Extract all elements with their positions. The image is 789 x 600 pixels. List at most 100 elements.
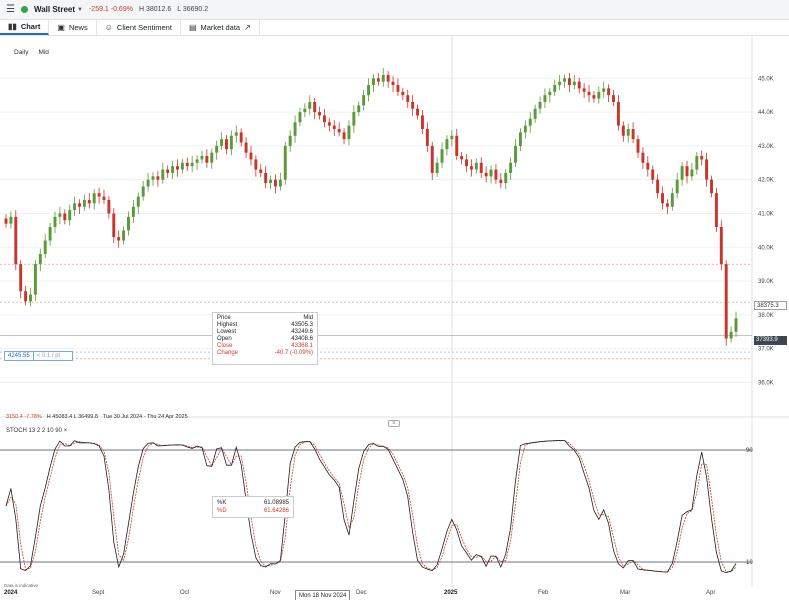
- candle-body: [612, 95, 615, 102]
- menu-icon[interactable]: ☰: [6, 4, 15, 15]
- summary-range: Tue 30 Jul 2024 - Thu 24 Apr 2025: [102, 414, 188, 420]
- chart-area[interactable]: 90 10 45.0K 44.0K 43.0K 42.0K 41.0K 40.0K 39.0K…: [0, 36, 789, 587]
- candle-body: [734, 318, 738, 332]
- candle-body: [592, 95, 596, 99]
- candle-body: [78, 203, 81, 207]
- candle-body: [225, 139, 228, 150]
- candle-body: [700, 156, 704, 160]
- candle-body: [283, 145, 287, 180]
- candle-body: [92, 193, 96, 204]
- candle-body: [494, 169, 498, 180]
- date-label-2024: 2024: [4, 590, 18, 596]
- tab-chart[interactable]: ▮▮ Chart: [0, 20, 50, 35]
- candle-body: [450, 135, 454, 140]
- candle-body: [102, 196, 106, 200]
- market-status-icon: [20, 6, 28, 13]
- candle-body: [352, 112, 356, 126]
- candle-body: [298, 112, 302, 123]
- candle-body: [4, 218, 8, 224]
- candle-body: [484, 172, 488, 177]
- candle-body: [376, 78, 380, 82]
- candle-body: [381, 74, 385, 82]
- candle-body: [234, 132, 238, 136]
- candle-body: [705, 159, 709, 180]
- candle-body: [396, 85, 400, 92]
- summary-change: 3150.4 -7.78%: [6, 414, 42, 420]
- candle-body: [401, 91, 405, 96]
- current-price-tag: 37393.9: [754, 336, 787, 345]
- candle-body: [391, 81, 395, 86]
- timeframe-daily[interactable]: Daily: [14, 49, 29, 56]
- candle-body: [582, 88, 586, 92]
- candle-body: [621, 125, 625, 136]
- candle-body: [205, 156, 209, 163]
- ohlc-highest-value: 43505.3: [291, 322, 313, 328]
- panel-resize-handle[interactable]: ≡: [388, 420, 400, 427]
- market-selector[interactable]: Wall Street: [33, 5, 76, 14]
- candle-body: [719, 227, 723, 265]
- candle-body: [171, 166, 175, 173]
- candle-body: [195, 159, 199, 163]
- candle-body: [244, 142, 248, 153]
- candle-body: [73, 203, 77, 211]
- candle-body: [87, 199, 91, 204]
- tab-market-data[interactable]: ▤ Market data ↗: [181, 20, 260, 35]
- candle-body: [273, 179, 277, 187]
- date-label-sept: Sept: [92, 590, 105, 596]
- ohlc-close-label: Close: [217, 343, 233, 349]
- candle-body: [117, 237, 121, 241]
- stoch-k-value: 61.08985: [263, 500, 289, 506]
- ohlc-price-label: Price: [217, 315, 231, 321]
- candle-body: [577, 81, 581, 89]
- price-axis-label: 38.0K: [758, 313, 774, 319]
- candle-body: [563, 78, 566, 82]
- price-type-mid[interactable]: Mid: [38, 49, 49, 56]
- stoch-k-label: %K: [217, 500, 227, 506]
- candle-body: [38, 254, 42, 265]
- candle-body: [220, 139, 224, 146]
- stoch-indicator-label[interactable]: STOCH 13 2 2 10 90 ×: [6, 428, 68, 434]
- candle-body: [146, 179, 150, 187]
- candle-body: [435, 162, 439, 173]
- tab-client-sentiment-label: Client Sentiment: [116, 23, 172, 32]
- date-hover-label: Mon 18 Nov 2024: [295, 590, 351, 600]
- tab-news-label: News: [68, 23, 88, 32]
- ohlc-price-value: Mid: [303, 315, 313, 321]
- tab-news[interactable]: ▣ News: [49, 20, 97, 35]
- candle-body: [254, 159, 258, 170]
- candle-body: [107, 199, 111, 214]
- stoch-level-90-label: 90: [746, 448, 753, 454]
- candle-body: [48, 227, 52, 241]
- order-line-label[interactable]: 4245.55 < 0.1 / pt: [4, 351, 73, 361]
- candle-body: [675, 179, 679, 194]
- news-icon: ▣: [57, 23, 65, 32]
- candle-body: [440, 149, 444, 163]
- candle-body: [685, 166, 689, 177]
- tab-market-data-label: Market data: [200, 23, 241, 32]
- tab-client-sentiment[interactable]: ☺ Client Sentiment: [97, 20, 181, 35]
- candle-body: [357, 105, 361, 113]
- candle-body: [445, 139, 449, 150]
- candle-body: [523, 125, 527, 133]
- candle-body: [469, 166, 473, 170]
- price-axis-label: 42.0K: [758, 178, 774, 184]
- candle-body: [425, 128, 429, 146]
- stoch-d-label: %D: [217, 508, 227, 514]
- candle-body: [651, 169, 655, 180]
- date-label-2025: 2025: [444, 590, 458, 596]
- candle-body: [474, 162, 478, 170]
- candle-body: [367, 85, 371, 96]
- price-gridlines: [0, 36, 753, 587]
- chevron-down-icon[interactable]: ▼: [77, 6, 83, 13]
- candle-body: [465, 159, 469, 167]
- candle-body: [690, 169, 694, 177]
- candle-body: [337, 128, 341, 133]
- stoch-panel: 90 10: [0, 416, 789, 574]
- candle-body: [602, 88, 606, 92]
- ohlc-open-label: Open: [217, 336, 232, 342]
- order-value: 4245.55: [8, 353, 30, 359]
- candle-body: [82, 199, 86, 207]
- candle-body: [411, 101, 415, 109]
- candle-body: [288, 135, 292, 146]
- market-high: H 38012.6: [138, 6, 172, 13]
